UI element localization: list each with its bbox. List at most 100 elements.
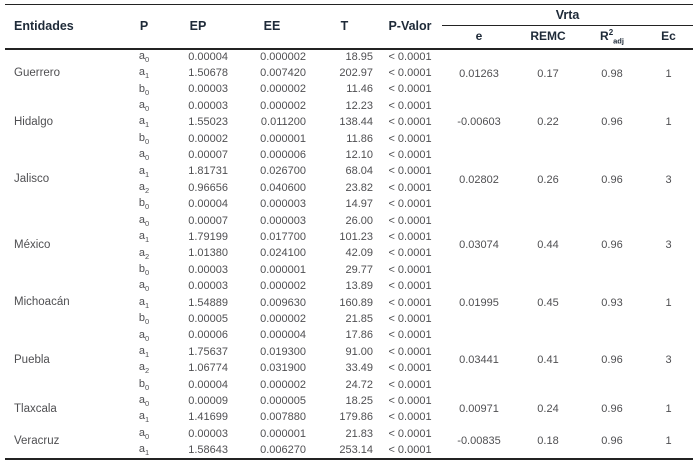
t-cell: 179.86	[339, 411, 373, 424]
table-row: Puebla a0 0.00006 0.000004 17.86 < 0.0001 0.03…	[5, 328, 693, 365]
ee-cell: 0.000004	[260, 329, 306, 342]
pvalor-cell: < 0.0001	[388, 280, 432, 293]
t-cell: 202.97	[339, 67, 373, 80]
t-cell: 253.14	[339, 443, 373, 456]
pvalor-cell: < 0.0001	[388, 329, 432, 342]
t-cell: 17.86	[345, 329, 373, 342]
e-cell: 0.03441	[459, 353, 499, 366]
remc-cell: 0.18	[537, 435, 559, 448]
param-sub: 1	[144, 235, 150, 245]
param-cell: a0	[125, 426, 163, 442]
e-cell: 0.01995	[459, 296, 499, 309]
param-sub: 1	[144, 120, 150, 130]
ep-cell: 1.58643	[188, 443, 228, 456]
t-cell: 138.44	[339, 116, 373, 129]
header-pvalor: P-Valor	[378, 4, 442, 51]
pvalor-cell: < 0.0001	[388, 362, 432, 375]
param-cell: a1	[125, 65, 163, 81]
param-sub: 1	[144, 350, 150, 360]
ee-cell: 0.000002	[260, 378, 306, 391]
ep-cell: 1.54889	[188, 296, 228, 309]
pvalor-cell: < 0.0001	[388, 411, 432, 424]
param-base: a	[138, 410, 145, 423]
entity-cell: Hidalgo	[14, 116, 53, 129]
pvalor-cell: < 0.0001	[388, 214, 432, 227]
t-cell: 18.25	[345, 394, 373, 407]
r2adj-cell: 0.96	[601, 353, 623, 366]
pvalor-cell: < 0.0001	[388, 427, 432, 440]
param-cell: a1	[125, 295, 163, 311]
entity-cell: Jalisco	[14, 173, 50, 186]
remc-cell: 0.22	[537, 116, 559, 129]
entity-cell: Guerrero	[14, 67, 61, 80]
param-cell: a2	[125, 246, 163, 262]
header-t: T	[311, 4, 378, 51]
header-ee: EE	[233, 4, 311, 51]
param-base: a	[138, 394, 145, 407]
ee-cell: 0.017700	[260, 231, 306, 243]
table-row: b0 0.00003 0.000001 29.77 < 0.0001	[5, 262, 693, 278]
entity-cell: Puebla	[14, 353, 50, 366]
param-cell: a0	[125, 49, 163, 65]
t-cell: 12.23	[345, 99, 373, 112]
r2adj-cell: 0.96	[601, 173, 623, 186]
ee-cell: 0.000002	[260, 83, 306, 96]
ec-cell: 1	[665, 116, 672, 129]
param-sub: 1	[144, 447, 150, 457]
param-cell: a1	[125, 115, 163, 131]
r2adj-cell: 0.96	[601, 435, 623, 448]
header-r2adj: R2adj	[580, 25, 644, 50]
table-row: a1 1.75637 0.019300 91.00 < 0.0001	[5, 344, 693, 360]
param-cell: b0	[125, 262, 163, 278]
table-row: Tlaxcala a0 0.00009 0.000005 18.25 < 0.0001 0.…	[5, 393, 693, 415]
t-cell: 11.46	[346, 83, 373, 96]
param-sub: 0	[144, 202, 150, 212]
table-row: b0 0.00002 0.000001 11.86 < 0.0001	[5, 131, 693, 147]
ec-cell: 3	[665, 173, 672, 186]
table-row: a1 1.79199 0.017700 101.23 < 0.0001	[5, 229, 693, 245]
entity-cell: México	[14, 238, 51, 251]
param-base: a	[138, 213, 145, 226]
param-sub: 2	[144, 251, 150, 261]
ee-cell: 0.007420	[260, 67, 306, 80]
ee-cell: 0.019300	[260, 345, 306, 358]
pvalor-cell: < 0.0001	[388, 51, 432, 64]
param-base: a	[138, 361, 145, 374]
ep-cell: 0.00004	[188, 378, 228, 391]
r2-superscript: 2	[608, 28, 614, 37]
header-remc: REMC	[516, 25, 580, 50]
ec-cell: 3	[665, 353, 672, 366]
t-cell: 33.49	[345, 362, 373, 375]
param-cell: a0	[125, 98, 163, 114]
param-sub: 2	[144, 186, 150, 196]
pvalor-cell: < 0.0001	[388, 263, 432, 276]
pvalor-cell: < 0.0001	[388, 181, 432, 194]
table-row: Veracruz a0 0.00003 0.000001 21.83 < 0.0001 -0…	[5, 426, 693, 447]
ep-cell: 1.55023	[188, 116, 228, 129]
param-sub: 0	[144, 399, 150, 409]
param-sub: 0	[144, 432, 150, 442]
param-sub: 0	[144, 317, 150, 327]
pvalor-cell: < 0.0001	[388, 443, 432, 456]
t-cell: 11.86	[346, 132, 373, 145]
ep-cell: 1.06774	[188, 362, 228, 375]
table-row: a1 1.81731 0.026700 68.04 < 0.0001	[5, 164, 693, 180]
param-base: b	[138, 377, 145, 390]
e-cell: 0.01263	[459, 67, 499, 80]
param-base: a	[138, 164, 145, 177]
table-row: b0 0.00005 0.000002 21.85 < 0.0001	[5, 311, 693, 327]
param-sub: 1	[144, 169, 150, 179]
table-row: a1 1.50678 0.007420 202.97 < 0.0001	[5, 65, 693, 81]
param-sub: 1	[144, 415, 150, 425]
ee-cell: 0.000001	[260, 263, 306, 276]
ee-cell: 0.000001	[260, 427, 306, 440]
param-cell: a2	[125, 360, 163, 376]
ep-cell: 0.00003	[188, 83, 228, 96]
ep-cell: 1.50678	[188, 67, 228, 80]
param-sub: 1	[144, 300, 150, 310]
param-cell: a0	[125, 278, 163, 294]
pvalor-cell: < 0.0001	[388, 312, 432, 325]
ec-cell: 3	[665, 239, 672, 252]
t-cell: 23.82	[345, 181, 373, 194]
